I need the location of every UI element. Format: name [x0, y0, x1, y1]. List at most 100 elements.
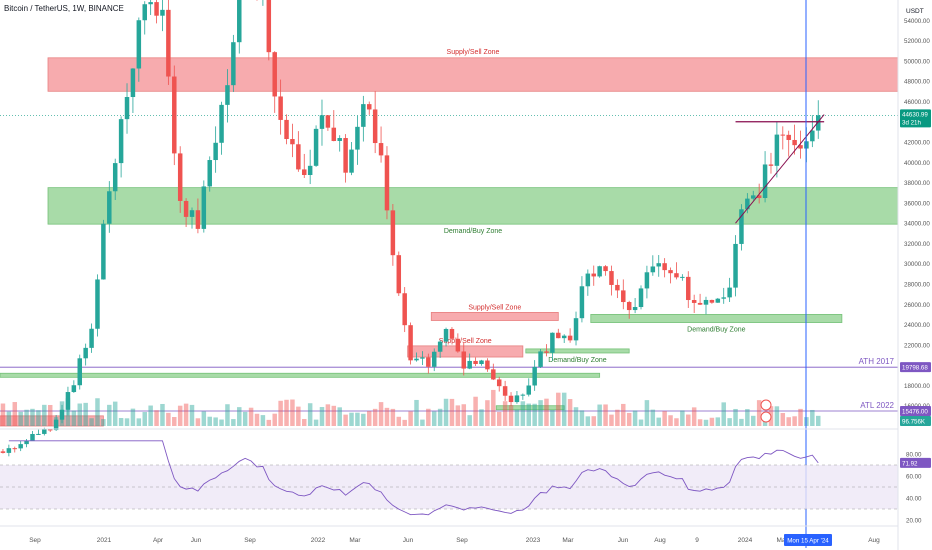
- candle-body: [166, 9, 171, 77]
- candle-body: [24, 440, 29, 445]
- volume-bar: [638, 419, 644, 426]
- price-tick: 54000.00: [904, 18, 930, 25]
- volume-bar: [762, 419, 768, 426]
- candle-body: [461, 351, 467, 369]
- zone-label-0: Supply/Sell Zone: [447, 49, 500, 56]
- volume-bar: [296, 406, 301, 426]
- volume-bar: [142, 412, 147, 426]
- volume-bar: [213, 417, 218, 426]
- candle-body: [420, 357, 425, 359]
- volume-bar: [798, 408, 803, 426]
- volume-bar: [290, 399, 295, 426]
- candle-body: [237, 0, 242, 43]
- candle-body: [160, 9, 165, 16]
- candle-body: [644, 272, 650, 289]
- candle-body: [591, 273, 596, 277]
- candle-body: [112, 163, 118, 192]
- volume-bar: [632, 410, 638, 426]
- candle-body: [213, 142, 218, 161]
- price-tick: 30000.00: [904, 261, 930, 268]
- volume-bar: [579, 410, 585, 426]
- candle-body: [561, 335, 567, 339]
- volume-bar: [526, 403, 532, 426]
- volume-bar: [148, 405, 153, 426]
- volume-bar: [284, 399, 289, 426]
- volume-bar: [573, 407, 579, 426]
- candle-body: [390, 210, 396, 256]
- candle-body: [443, 328, 449, 342]
- candle-body: [95, 279, 100, 329]
- volume-bar: [449, 398, 455, 426]
- candle-body: [491, 369, 496, 380]
- atl-tag: 15476.00: [902, 409, 928, 416]
- price-tick: 18000.00: [904, 383, 930, 390]
- price-tick: 48000.00: [904, 79, 930, 86]
- volume-bar: [703, 419, 709, 426]
- price-tick: 28000.00: [904, 282, 930, 289]
- zone-supply-0: [47, 57, 899, 92]
- volume-bar: [136, 418, 142, 426]
- zone-label-4: Demand/Buy Zone: [687, 327, 745, 334]
- candle-body: [455, 338, 461, 352]
- volume-tag: 96.756K: [902, 419, 926, 426]
- candle-body: [656, 263, 661, 267]
- zone-label-5: Demand/Buy Zone: [548, 357, 606, 364]
- volume-bar: [384, 407, 390, 426]
- volume-bar: [177, 405, 183, 426]
- candle-body: [313, 128, 319, 166]
- candle-body: [739, 209, 744, 244]
- time-tick: 2022: [311, 537, 326, 544]
- candle-body: [727, 287, 732, 298]
- volume-bar: [219, 419, 224, 426]
- volume-bar: [656, 417, 661, 426]
- volume-bar: [426, 408, 431, 426]
- candle-body: [101, 223, 106, 280]
- countdown-tag: 3d 21h: [902, 119, 921, 126]
- time-tick: 2024: [738, 537, 753, 544]
- candle-body: [733, 243, 738, 288]
- volume-bar: [112, 401, 118, 426]
- candle-body: [142, 4, 147, 21]
- price-tick: 36000.00: [904, 200, 930, 207]
- candle-body: [325, 115, 331, 128]
- candle-body: [709, 299, 715, 303]
- volume-bar: [650, 409, 656, 426]
- candle-body: [195, 210, 201, 229]
- candle-body: [290, 139, 295, 145]
- volume-bar: [6, 411, 12, 426]
- candle-body: [414, 358, 419, 361]
- price-tick: 22000.00: [904, 342, 930, 349]
- volume-bar: [118, 418, 124, 426]
- candle-body: [18, 444, 23, 449]
- ath-tag-bg: [900, 362, 931, 373]
- candle-body: [579, 286, 585, 319]
- candle-body: [815, 115, 821, 131]
- price-tick: 26000.00: [904, 302, 930, 309]
- volume-bar: [225, 404, 230, 426]
- volume-bar: [479, 409, 484, 426]
- candle-body: [751, 195, 756, 199]
- price-tick: 24000.00: [904, 322, 930, 329]
- candle-body: [567, 335, 573, 341]
- volume-bar: [538, 400, 543, 426]
- candle-body: [148, 2, 153, 5]
- candle-body: [284, 119, 289, 140]
- volume-bar: [396, 416, 402, 426]
- candle-body: [762, 164, 768, 199]
- volume-bar: [272, 413, 277, 426]
- volume-bar: [597, 404, 602, 426]
- candle-body: [615, 284, 620, 291]
- rsi-tag: 71.92: [902, 460, 918, 467]
- volume-bar: [556, 392, 561, 426]
- volume-bar: [408, 411, 413, 426]
- volume-bar: [774, 406, 780, 426]
- price-tick: 38000.00: [904, 180, 930, 187]
- candle-body: [544, 351, 549, 353]
- candle-body: [668, 270, 673, 274]
- volume-bar: [420, 419, 425, 426]
- volume-bar: [443, 398, 449, 426]
- candle-body: [514, 395, 520, 403]
- volume-bar: [485, 400, 490, 426]
